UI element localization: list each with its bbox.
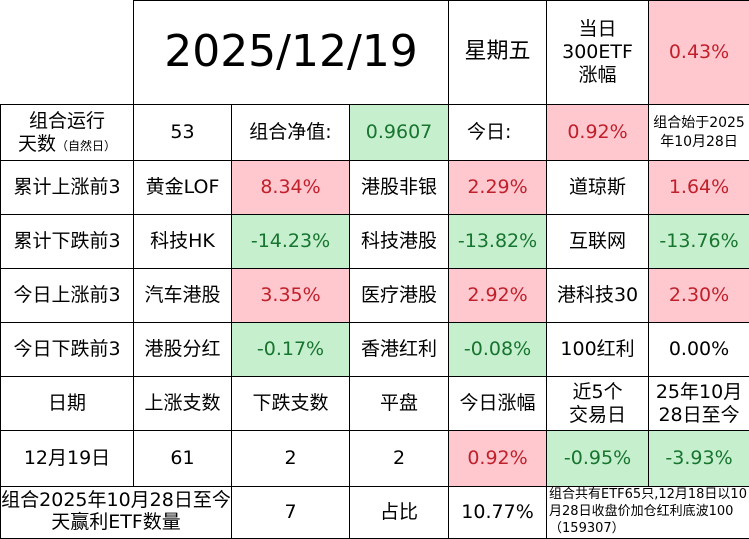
ranking-value: -13.82% bbox=[449, 215, 547, 269]
ranking-row: 累计上涨前3 黄金LOF 8.34% 港股非银 2.29% 道琼斯 1.64% bbox=[1, 161, 749, 215]
ratio-label: 占比 bbox=[350, 487, 449, 539]
ranking-name: 黄金LOF bbox=[134, 161, 232, 215]
ranking-value: -0.08% bbox=[449, 323, 547, 377]
ranking-name: 汽车港股 bbox=[134, 269, 232, 323]
stats-header-since: 25年10月 28日至今 bbox=[649, 377, 749, 431]
summary-row: 组合运行 天数（自然日） 53 组合净值: 0.9607 今日: 0.92% 组… bbox=[1, 105, 749, 161]
ranking-label: 累计上涨前3 bbox=[1, 161, 134, 215]
today-label: 今日: bbox=[449, 105, 547, 161]
stats-header-down: 下跌支数 bbox=[232, 377, 350, 431]
weekday-label: 星期五 bbox=[449, 1, 547, 105]
run-days-value: 53 bbox=[134, 105, 232, 161]
ranking-label: 今日下跌前3 bbox=[1, 323, 134, 377]
ranking-value: 3.35% bbox=[232, 269, 350, 323]
footer-row: 组合2025年10月28日至今天赢利ETF数量 7 占比 10.77% 组合共有… bbox=[1, 487, 749, 539]
stats-today-change: 0.92% bbox=[449, 431, 547, 487]
ranking-value: 8.34% bbox=[232, 161, 350, 215]
ranking-name: 道琼斯 bbox=[547, 161, 649, 215]
stats-header-flat: 平盘 bbox=[350, 377, 449, 431]
ranking-value: 0.00% bbox=[649, 323, 749, 377]
ranking-row: 累计下跌前3 科技HK -14.23% 科技港股 -13.82% 互联网 -13… bbox=[1, 215, 749, 269]
stats-date: 12月19日 bbox=[1, 431, 134, 487]
stats-header-today: 今日涨幅 bbox=[449, 377, 547, 431]
ranking-value: -0.17% bbox=[232, 323, 350, 377]
ranking-row: 今日下跌前3 港股分红 -0.17% 香港红利 -0.08% 100红利 0.0… bbox=[1, 323, 749, 377]
ranking-value: 2.92% bbox=[449, 269, 547, 323]
ranking-label: 今日上涨前3 bbox=[1, 269, 134, 323]
run-days-label-2: 天数 bbox=[18, 133, 56, 155]
stats-since-change: -3.93% bbox=[649, 431, 749, 487]
stats-header-up: 上涨支数 bbox=[134, 377, 232, 431]
ranking-name: 100红利 bbox=[547, 323, 649, 377]
stats-last5-change: -0.95% bbox=[547, 431, 649, 487]
index-change-label: 当日 300ETF 涨幅 bbox=[547, 1, 649, 105]
stats-header-last5: 近5个 交易日 bbox=[547, 377, 649, 431]
ranking-row: 今日上涨前3 汽车港股 3.35% 医疗港股 2.92% 港科技30 2.30% bbox=[1, 269, 749, 323]
ranking-value: 2.29% bbox=[449, 161, 547, 215]
ranking-value: 1.64% bbox=[649, 161, 749, 215]
ratio-value: 10.77% bbox=[449, 487, 547, 539]
report-date: 2025/12/19 bbox=[134, 1, 449, 105]
header-blank-cell bbox=[1, 1, 134, 105]
run-days-label-cell: 组合运行 天数（自然日） bbox=[1, 105, 134, 161]
stats-header-row: 日期 上涨支数 下跌支数 平盘 今日涨幅 近5个 交易日 25年10月 28日至… bbox=[1, 377, 749, 431]
ranking-name: 香港红利 bbox=[350, 323, 449, 377]
stats-down-count: 2 bbox=[232, 431, 350, 487]
ranking-name: 科技港股 bbox=[350, 215, 449, 269]
nav-label: 组合净值: bbox=[232, 105, 350, 161]
ranking-name: 科技HK bbox=[134, 215, 232, 269]
stats-up-count: 61 bbox=[134, 431, 232, 487]
run-days-note: （自然日） bbox=[56, 139, 116, 153]
ranking-name: 港科技30 bbox=[547, 269, 649, 323]
ranking-value: 2.30% bbox=[649, 269, 749, 323]
stats-flat-count: 2 bbox=[350, 431, 449, 487]
ranking-name: 港股分红 bbox=[134, 323, 232, 377]
ranking-name: 互联网 bbox=[547, 215, 649, 269]
start-date-note: 组合始于2025年10月28日 bbox=[649, 105, 749, 161]
ranking-name: 港股非银 bbox=[350, 161, 449, 215]
today-value: 0.92% bbox=[547, 105, 649, 161]
profitable-count-label: 组合2025年10月28日至今天赢利ETF数量 bbox=[1, 487, 232, 539]
run-days-label: 组合运行 bbox=[29, 110, 105, 132]
ranking-label: 累计下跌前3 bbox=[1, 215, 134, 269]
stats-header-date: 日期 bbox=[1, 377, 134, 431]
ranking-name: 医疗港股 bbox=[350, 269, 449, 323]
stats-value-row: 12月19日 61 2 2 0.92% -0.95% -3.93% bbox=[1, 431, 749, 487]
index-change-value: 0.43% bbox=[649, 1, 749, 105]
ranking-value: -14.23% bbox=[232, 215, 350, 269]
profitable-count-value: 7 bbox=[232, 487, 350, 539]
header-row: 2025/12/19 星期五 当日 300ETF 涨幅 0.43% bbox=[1, 1, 749, 105]
nav-value: 0.9607 bbox=[350, 105, 449, 161]
portfolio-note: 组合共有ETF65只,12月18日以10月28日收盘价加仓红利底波100（159… bbox=[547, 487, 749, 539]
ranking-value: -13.76% bbox=[649, 215, 749, 269]
